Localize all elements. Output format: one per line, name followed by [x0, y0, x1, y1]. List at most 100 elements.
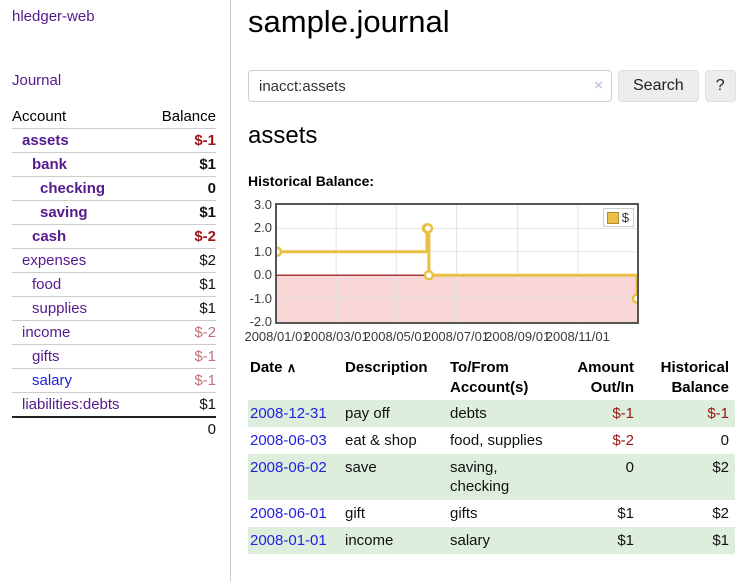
account-row: salary $-1 [12, 368, 216, 392]
register-header-row: Date ∧ Description To/From Account(s) Amo… [248, 356, 735, 400]
account-link-checking[interactable]: checking [40, 180, 106, 197]
account-balance: $-1 [194, 348, 216, 365]
tofrom-header-line1: To/From [450, 359, 509, 376]
account-row: liabilities:debts $1 [12, 392, 216, 416]
y-axis-label: -1.0 [249, 290, 272, 306]
register-row: 2008-01-01 income salary $1 $1 [248, 527, 735, 554]
account-row: food $1 [12, 272, 216, 296]
transaction-amount: 0 [558, 454, 640, 500]
help-button[interactable]: ? [704, 70, 736, 102]
account-link-liabilities-debts[interactable]: liabilities:debts [22, 396, 120, 413]
account-balance: $1 [199, 204, 216, 221]
account-column-header: Account [12, 108, 67, 125]
chart-plot-area: $ [275, 203, 639, 324]
chart-title: Historical Balance: [248, 173, 375, 189]
y-axis-label: 0.0 [253, 267, 272, 283]
balance-header-line1: Historical [660, 359, 729, 376]
search-field-wrap: × [248, 70, 612, 102]
account-link-expenses[interactable]: expenses [22, 252, 87, 269]
register-row: 2008-06-01 gift gifts $1 $2 [248, 500, 735, 527]
transaction-description: gift [345, 505, 366, 522]
search-bar: × Search ? [248, 70, 736, 102]
account-link-gifts[interactable]: gifts [32, 348, 60, 365]
account-balance: $1 [199, 300, 216, 317]
search-input[interactable] [248, 70, 612, 102]
account-link-food[interactable]: food [32, 276, 62, 293]
account-balance: $1 [199, 156, 216, 173]
x-axis-label: 2008/11/01 [545, 329, 610, 344]
transaction-description: eat & shop [345, 432, 417, 449]
sidebar-divider [230, 0, 231, 582]
account-link-saving[interactable]: saving [40, 204, 88, 221]
transaction-date-link[interactable]: 2008-06-01 [250, 505, 327, 522]
tofrom-header-line2: Account(s) [450, 379, 529, 396]
legend-label: $ [621, 210, 629, 225]
transaction-balance: 0 [720, 432, 729, 449]
y-axis-label: -2.0 [249, 314, 272, 329]
transaction-date-link[interactable]: 2008-06-02 [250, 459, 327, 476]
search-button[interactable]: Search [618, 70, 699, 102]
account-balance: $-1 [194, 372, 216, 389]
accounts-total: 0 [12, 416, 216, 441]
transaction-description: income [345, 527, 450, 554]
page-title: sample.journal [248, 4, 450, 39]
account-row: checking 0 [12, 176, 216, 200]
transaction-date-link[interactable]: 2008-12-31 [250, 405, 327, 422]
y-axis-label: 1.0 [253, 243, 272, 259]
account-row: cash $-2 [12, 224, 216, 248]
account-row: saving $1 [12, 200, 216, 224]
clear-search-icon[interactable]: × [594, 77, 603, 94]
x-axis-label: 2008/01/01 [244, 329, 310, 344]
transaction-balance: $-1 [640, 400, 735, 427]
account-balance: $-2 [194, 324, 216, 341]
x-axis-label: 2008/05/01 [363, 329, 429, 344]
account-link-cash[interactable]: cash [32, 228, 67, 245]
description-header-label: Description [345, 359, 428, 376]
transaction-balance: $2 [712, 505, 729, 522]
transaction-accounts: saving, checking [450, 454, 558, 500]
balance-column-header: Historical Balance [640, 356, 735, 400]
transaction-accounts: gifts [450, 505, 478, 522]
transaction-date-link[interactable]: 2008-01-01 [250, 532, 327, 549]
brand-link[interactable]: hledger-web [12, 8, 95, 25]
transaction-amount: $-1 [558, 400, 640, 427]
accounts-table: Account Balance assets $-1 bank $1 check… [12, 104, 216, 441]
account-row: supplies $1 [12, 296, 216, 320]
transaction-amount: $1 [558, 527, 640, 554]
date-column-header[interactable]: Date ∧ [248, 356, 345, 400]
account-link-income[interactable]: income [22, 324, 71, 341]
transaction-description: save [345, 454, 450, 500]
transaction-amount: $-2 [612, 432, 634, 449]
account-link-bank[interactable]: bank [32, 156, 68, 173]
amount-header-line2: Out/In [590, 379, 634, 396]
account-balance: $1 [199, 276, 216, 293]
account-balance: $1 [199, 396, 216, 413]
accounts-table-header: Account Balance [12, 104, 216, 128]
account-balance: $-2 [194, 228, 216, 245]
amount-header-line1: Amount [577, 359, 634, 376]
chart-legend: $ [602, 208, 634, 227]
register-row: 2008-12-31 pay off debts $-1 $-1 [248, 400, 735, 427]
amount-column-header: Amount Out/In [558, 356, 640, 400]
account-balance: 0 [207, 180, 216, 197]
account-row: bank $1 [12, 152, 216, 176]
account-balance: $2 [199, 252, 216, 269]
transaction-balance: $2 [640, 454, 735, 500]
register-row: 2008-06-03 eat & shop food, supplies $-2… [248, 427, 735, 454]
transaction-accounts: salary [450, 527, 558, 554]
account-heading: assets [248, 122, 318, 149]
date-header-label: Date [250, 359, 283, 376]
account-link-salary[interactable]: salary [32, 372, 73, 389]
account-row: assets $-1 [12, 128, 216, 152]
y-axis-label: 2.0 [253, 220, 272, 236]
account-row: expenses $2 [12, 248, 216, 272]
transaction-date-link[interactable]: 2008-06-03 [250, 432, 327, 449]
account-row: income $-2 [12, 320, 216, 344]
legend-swatch [606, 211, 619, 224]
account-link-assets[interactable]: assets [22, 132, 69, 149]
account-link-supplies[interactable]: supplies [32, 300, 88, 317]
account-balance: $-1 [194, 132, 216, 149]
register-row: 2008-06-02 save saving, checking 0 $2 [248, 454, 735, 500]
sidebar-item-journal[interactable]: Journal [12, 72, 62, 89]
